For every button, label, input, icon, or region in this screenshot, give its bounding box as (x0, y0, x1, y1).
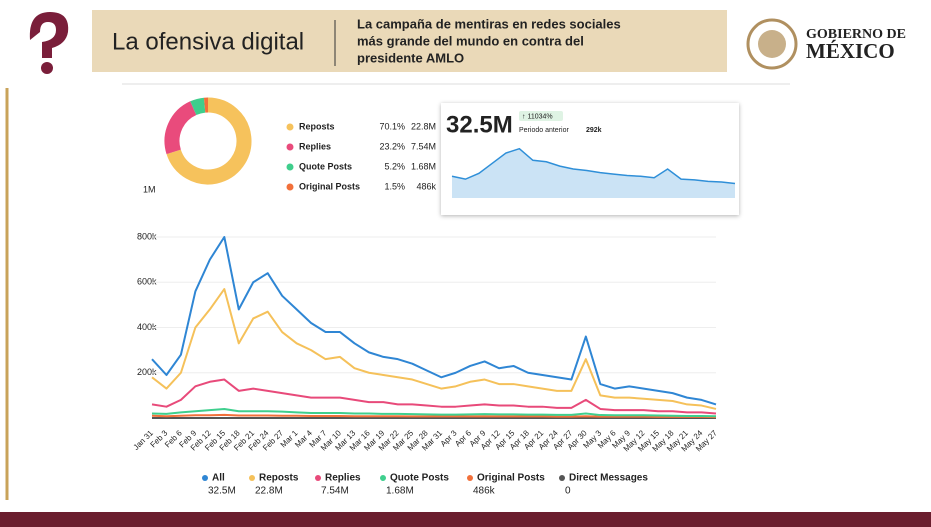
legend-dot (380, 475, 386, 481)
legend-dot (559, 475, 565, 481)
value-label: 23.2% (379, 141, 405, 151)
legend-dot (315, 475, 321, 481)
value-label: 1.5% (384, 181, 405, 191)
donut-segment (166, 97, 252, 185)
legend-dot (202, 475, 208, 481)
logo-icon (29, 12, 69, 74)
legend-label: Original Posts (477, 473, 545, 484)
badge: ↑ 11034% (522, 113, 553, 120)
header-box (92, 10, 727, 72)
legend-dot (286, 183, 294, 191)
total-label: 1.68M (411, 161, 436, 171)
series-line (151, 236, 717, 406)
kpi-card (441, 103, 739, 215)
legend-total: 7.54M (321, 486, 349, 497)
legend-dot (286, 143, 294, 151)
previous: 292k (586, 127, 602, 134)
legend-label: Reposts (299, 121, 335, 131)
header-title: La ofensiva digital (112, 28, 304, 55)
legend-dot (249, 475, 255, 481)
series-line (151, 288, 717, 410)
gov-logo (746, 18, 798, 70)
legend-total: 0 (565, 486, 571, 497)
value-label: 5.2% (384, 161, 405, 171)
total-label: 7.54M (411, 141, 436, 151)
y-tick-label: 800k (137, 231, 157, 241)
gov-text: MÉXICO (806, 39, 895, 63)
y-tick-label: 400k (137, 322, 157, 332)
legend-label: Reposts (259, 473, 299, 484)
legend-label: Quote Posts (390, 473, 449, 484)
legend-total: 486k (473, 486, 496, 497)
spark-area (452, 148, 735, 198)
value-label: 70.1% (379, 121, 405, 131)
legend-label: All (212, 473, 225, 484)
header-subtitle: La campaña de mentiras en redes sociales (357, 16, 621, 31)
footer-band (0, 512, 931, 527)
badge-bg (519, 111, 563, 121)
legend-label: Replies (325, 473, 361, 484)
legend-label: Direct Messages (569, 473, 648, 484)
legend-label: Replies (299, 141, 331, 151)
spark-line (451, 147, 736, 185)
legend-total: 1.68M (386, 486, 414, 497)
kpi-value: 32.5M (446, 111, 513, 138)
total-label: 486k (416, 181, 436, 191)
donut-segment (190, 97, 206, 116)
y-tick-label: 200k (137, 367, 157, 377)
legend-dot (286, 163, 294, 171)
legend-total: 32.5M (208, 486, 236, 497)
y-tick-label: 600k (137, 277, 157, 287)
header-subtitle: presidente AMLO (357, 50, 464, 65)
donut-segment (164, 101, 197, 155)
total-label: 22.8M (411, 121, 436, 131)
legend-label: Quote Posts (299, 161, 352, 171)
legend-total: 22.8M (255, 486, 283, 497)
gov-text: GOBIERNO DE (806, 27, 906, 42)
legend-dot (286, 123, 294, 131)
header-subtitle: más grande del mundo en contra del (357, 33, 584, 48)
legend-dot (467, 475, 473, 481)
annotation: 1M (143, 184, 156, 194)
series-line (151, 407, 717, 418)
legend-label: Original Posts (299, 181, 360, 191)
series-line (151, 413, 717, 419)
note: Periodo anterior (519, 127, 569, 134)
series-line (151, 378, 717, 415)
